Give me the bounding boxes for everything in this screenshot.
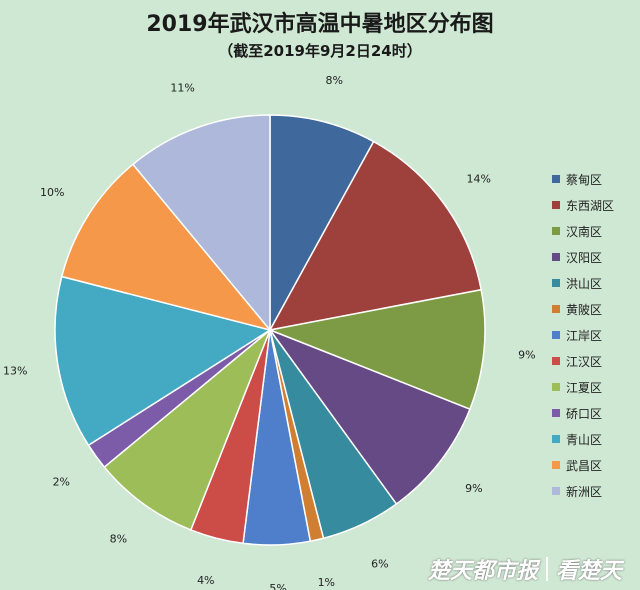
pie-slice-1 xyxy=(268,140,483,332)
legend-item-0: 蔡甸区 xyxy=(552,166,638,192)
slice-label-12: 11% xyxy=(170,81,194,94)
slice-label-4: 6% xyxy=(371,557,388,570)
legend-swatch-12 xyxy=(552,487,560,495)
pie-slice-8 xyxy=(103,329,271,531)
legend-swatch-7 xyxy=(552,357,560,365)
legend-item-9: 硚口区 xyxy=(552,400,638,426)
watermark-right-text: 看楚天 xyxy=(556,558,623,584)
pie-slice-10 xyxy=(54,275,272,447)
legend-swatch-3 xyxy=(552,253,560,261)
legend-label-7: 江汉区 xyxy=(566,354,603,369)
legend-label-3: 汉阳区 xyxy=(566,250,603,265)
legend-label-9: 硚口区 xyxy=(566,406,603,421)
legend-swatch-11 xyxy=(552,461,560,469)
chart-subtitle: （截至2019年9月2日24时） xyxy=(218,42,422,60)
watermark-divider xyxy=(546,557,549,581)
pie-slice-12 xyxy=(131,114,271,333)
slice-label-5: 1% xyxy=(318,576,335,589)
legend-label-0: 蔡甸区 xyxy=(566,172,603,187)
watermark-logo: 楚天都市报 看楚天 xyxy=(428,552,634,586)
slice-label-1: 14% xyxy=(466,172,490,185)
slice-label-0: 8% xyxy=(325,74,342,87)
legend-label-1: 东西湖区 xyxy=(566,198,615,213)
legend-item-7: 江汉区 xyxy=(552,348,638,374)
pie-slice-0 xyxy=(269,114,375,331)
legend-item-12: 新洲区 xyxy=(552,478,638,504)
chart-title: 2019年武汉市高温中暑地区分布图 xyxy=(146,12,494,37)
legend-item-8: 江夏区 xyxy=(552,374,638,400)
legend-swatch-6 xyxy=(552,331,560,339)
legend-item-6: 江岸区 xyxy=(552,322,638,348)
legend: 蔡甸区东西湖区汉南区汉阳区洪山区黄陂区江岸区江汉区江夏区硚口区青山区武昌区新洲区 xyxy=(552,166,638,504)
legend-label-10: 青山区 xyxy=(566,432,603,447)
legend-swatch-4 xyxy=(552,279,560,287)
pie-slice-3 xyxy=(267,328,471,505)
slice-label-9: 2% xyxy=(53,476,70,489)
pie-slice-11 xyxy=(60,163,273,332)
legend-swatch-1 xyxy=(552,201,560,209)
legend-swatch-9 xyxy=(552,409,560,417)
legend-swatch-5 xyxy=(552,305,560,313)
legend-label-6: 江岸区 xyxy=(566,328,603,343)
legend-item-11: 武昌区 xyxy=(552,452,638,478)
slice-label-10: 13% xyxy=(3,364,27,377)
legend-label-12: 新洲区 xyxy=(566,484,603,499)
legend-label-8: 江夏区 xyxy=(566,380,603,395)
legend-item-2: 汉南区 xyxy=(552,218,638,244)
slice-label-2: 9% xyxy=(518,348,535,361)
legend-item-1: 东西湖区 xyxy=(552,192,638,218)
legend-label-5: 黄陂区 xyxy=(566,302,603,317)
legend-label-4: 洪山区 xyxy=(566,276,603,291)
legend-swatch-8 xyxy=(552,383,560,391)
legend-item-4: 洪山区 xyxy=(552,270,638,296)
legend-swatch-0 xyxy=(552,175,560,183)
slice-label-8: 8% xyxy=(110,533,127,546)
slice-label-3: 9% xyxy=(465,482,482,495)
watermark-left-text: 楚天都市报 xyxy=(428,558,539,584)
legend-swatch-2 xyxy=(552,227,560,235)
legend-label-2: 汉南区 xyxy=(566,224,603,239)
legend-label-11: 武昌区 xyxy=(566,458,603,473)
legend-swatch-10 xyxy=(552,435,560,443)
slice-label-7: 4% xyxy=(197,574,214,587)
slice-label-11: 10% xyxy=(40,186,64,199)
slice-label-6: 5% xyxy=(269,582,286,590)
legend-item-3: 汉阳区 xyxy=(552,244,638,270)
pie-slice-2 xyxy=(267,288,486,411)
legend-item-5: 黄陂区 xyxy=(552,296,638,322)
legend-item-10: 青山区 xyxy=(552,426,638,452)
